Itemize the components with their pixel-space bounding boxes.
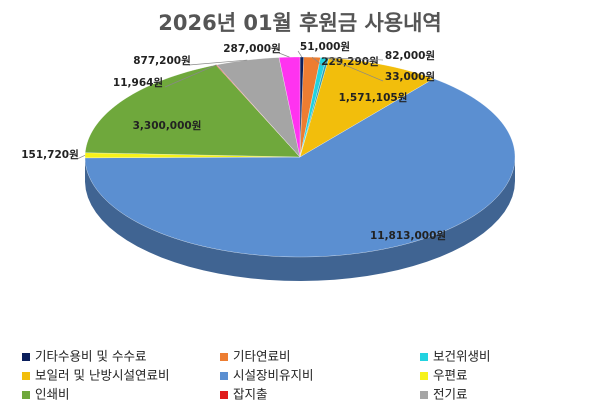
slice bbox=[299, 57, 435, 158]
value-label: 11,964원 bbox=[113, 76, 163, 89]
legend-label: 시설장비유지비 bbox=[233, 368, 314, 383]
legend-label: 우편료 bbox=[433, 368, 468, 383]
legend-swatch bbox=[22, 391, 30, 399]
legend-swatch bbox=[220, 353, 228, 361]
legend-swatch bbox=[220, 372, 228, 380]
value-label: 51,000원 bbox=[300, 40, 350, 53]
legend-swatch bbox=[420, 353, 428, 361]
slice bbox=[85, 64, 301, 158]
legend-swatch bbox=[420, 391, 428, 399]
value-label: 151,720원 bbox=[21, 148, 78, 161]
slice bbox=[278, 56, 301, 158]
slice bbox=[84, 78, 516, 258]
legend-swatch bbox=[420, 372, 428, 380]
value-label: 1,571,105원 bbox=[339, 91, 408, 104]
value-label: 3,300,000원 bbox=[133, 119, 202, 132]
value-label: 877,200원 bbox=[133, 54, 190, 67]
value-label: 11,813,000원 bbox=[370, 229, 446, 242]
value-label: 33,000원 bbox=[385, 70, 435, 83]
legend-label: 전기료 bbox=[433, 387, 468, 400]
leader-line bbox=[76, 154, 86, 160]
value-label: 82,000원 bbox=[385, 49, 435, 62]
leader-line bbox=[164, 64, 217, 88]
legend-label: 기타수용비 및 수수료 bbox=[35, 349, 146, 364]
legend-swatch bbox=[22, 353, 30, 361]
chart-title: 2026년 01월 후원금 사용내역 bbox=[158, 11, 441, 35]
value-label: 229,290원 bbox=[321, 55, 378, 68]
slice bbox=[216, 57, 301, 158]
leader-line bbox=[278, 52, 290, 58]
leader-line bbox=[188, 59, 248, 66]
legend-swatch bbox=[22, 372, 30, 380]
legend-label: 기타연료비 bbox=[233, 349, 291, 364]
leader-line bbox=[327, 57, 384, 82]
legend-label: 보건위생비 bbox=[433, 349, 491, 364]
leader-line bbox=[323, 57, 384, 61]
leader-line bbox=[297, 50, 303, 58]
legend-label: 잡지출 bbox=[233, 387, 268, 400]
leader-line bbox=[311, 56, 324, 67]
legend-label: 인쇄비 bbox=[35, 387, 70, 400]
value-label: 287,000원 bbox=[223, 42, 280, 55]
legend-swatch bbox=[220, 391, 228, 399]
legend-label: 보일러 및 난방시설연료비 bbox=[35, 368, 169, 383]
slice-side bbox=[85, 157, 515, 281]
